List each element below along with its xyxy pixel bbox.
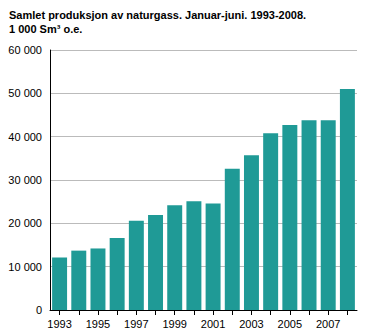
svg-text:1999: 1999: [162, 318, 186, 330]
svg-text:2007: 2007: [316, 318, 340, 330]
svg-text:1993: 1993: [47, 318, 71, 330]
svg-text:10 000: 10 000: [8, 261, 42, 273]
svg-text:60 000: 60 000: [8, 44, 42, 56]
svg-text:20 000: 20 000: [8, 217, 42, 229]
svg-text:1 000 Sm³ o.e.: 1 000 Sm³ o.e.: [9, 23, 82, 35]
svg-text:2003: 2003: [239, 318, 263, 330]
svg-text:2005: 2005: [278, 318, 302, 330]
svg-text:1995: 1995: [86, 318, 110, 330]
svg-text:1997: 1997: [124, 318, 148, 330]
svg-text:Samlet produksjon av naturgass: Samlet produksjon av naturgass. Januar-j…: [9, 9, 306, 21]
svg-text:50 000: 50 000: [8, 87, 42, 99]
svg-text:30 000: 30 000: [8, 174, 42, 186]
svg-text:40 000: 40 000: [8, 131, 42, 143]
svg-text:0: 0: [36, 304, 42, 316]
svg-text:2001: 2001: [201, 318, 225, 330]
